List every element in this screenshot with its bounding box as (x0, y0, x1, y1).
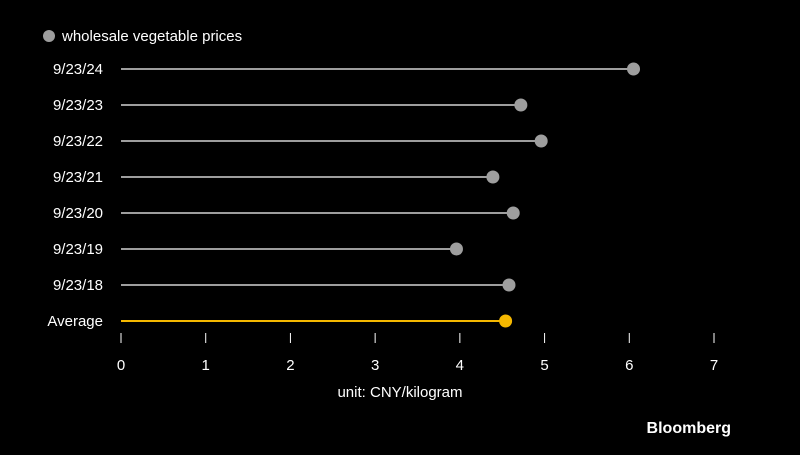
lollipop-dot (506, 206, 520, 220)
category-label: 9/23/23 (53, 97, 103, 114)
chart-rows: 9/23/24 9/23/23 9/23/22 9/23/21 9/23/20 9/23/… (47, 61, 641, 330)
x-tick-label: 2 (286, 357, 294, 374)
legend-label: wholesale vegetable prices (61, 28, 242, 45)
lollipop-dot (627, 62, 641, 76)
category-label: 9/23/24 (53, 61, 103, 78)
lollipop-dot (514, 98, 528, 112)
lollipop-dot (486, 170, 500, 184)
category-label: 9/23/20 (53, 205, 103, 222)
lollipop-dot (534, 134, 548, 148)
x-tick-label: 0 (117, 357, 125, 374)
category-label: 9/23/19 (53, 241, 103, 258)
x-axis: 0 1 2 3 4 5 6 7 (117, 333, 718, 374)
x-tick-label: 4 (456, 357, 464, 374)
legend-marker (43, 30, 55, 42)
bloomberg-logo: Bloomberg (647, 420, 731, 437)
legend: wholesale vegetable prices (43, 28, 242, 45)
x-tick-label: 6 (625, 357, 633, 374)
x-axis-label: unit: CNY/kilogram (337, 384, 462, 401)
x-tick-label: 7 (710, 357, 718, 374)
category-label: 9/23/21 (53, 169, 103, 186)
lollipop-dot (499, 314, 513, 328)
x-tick-label: 3 (371, 357, 379, 374)
lollipop-dot (449, 242, 463, 256)
x-tick-label: 1 (202, 357, 210, 374)
category-label: 9/23/18 (53, 277, 103, 294)
x-tick-label: 5 (540, 357, 548, 374)
category-label: Average (47, 313, 103, 330)
category-label: 9/23/22 (53, 133, 103, 150)
lollipop-dot (502, 278, 516, 292)
